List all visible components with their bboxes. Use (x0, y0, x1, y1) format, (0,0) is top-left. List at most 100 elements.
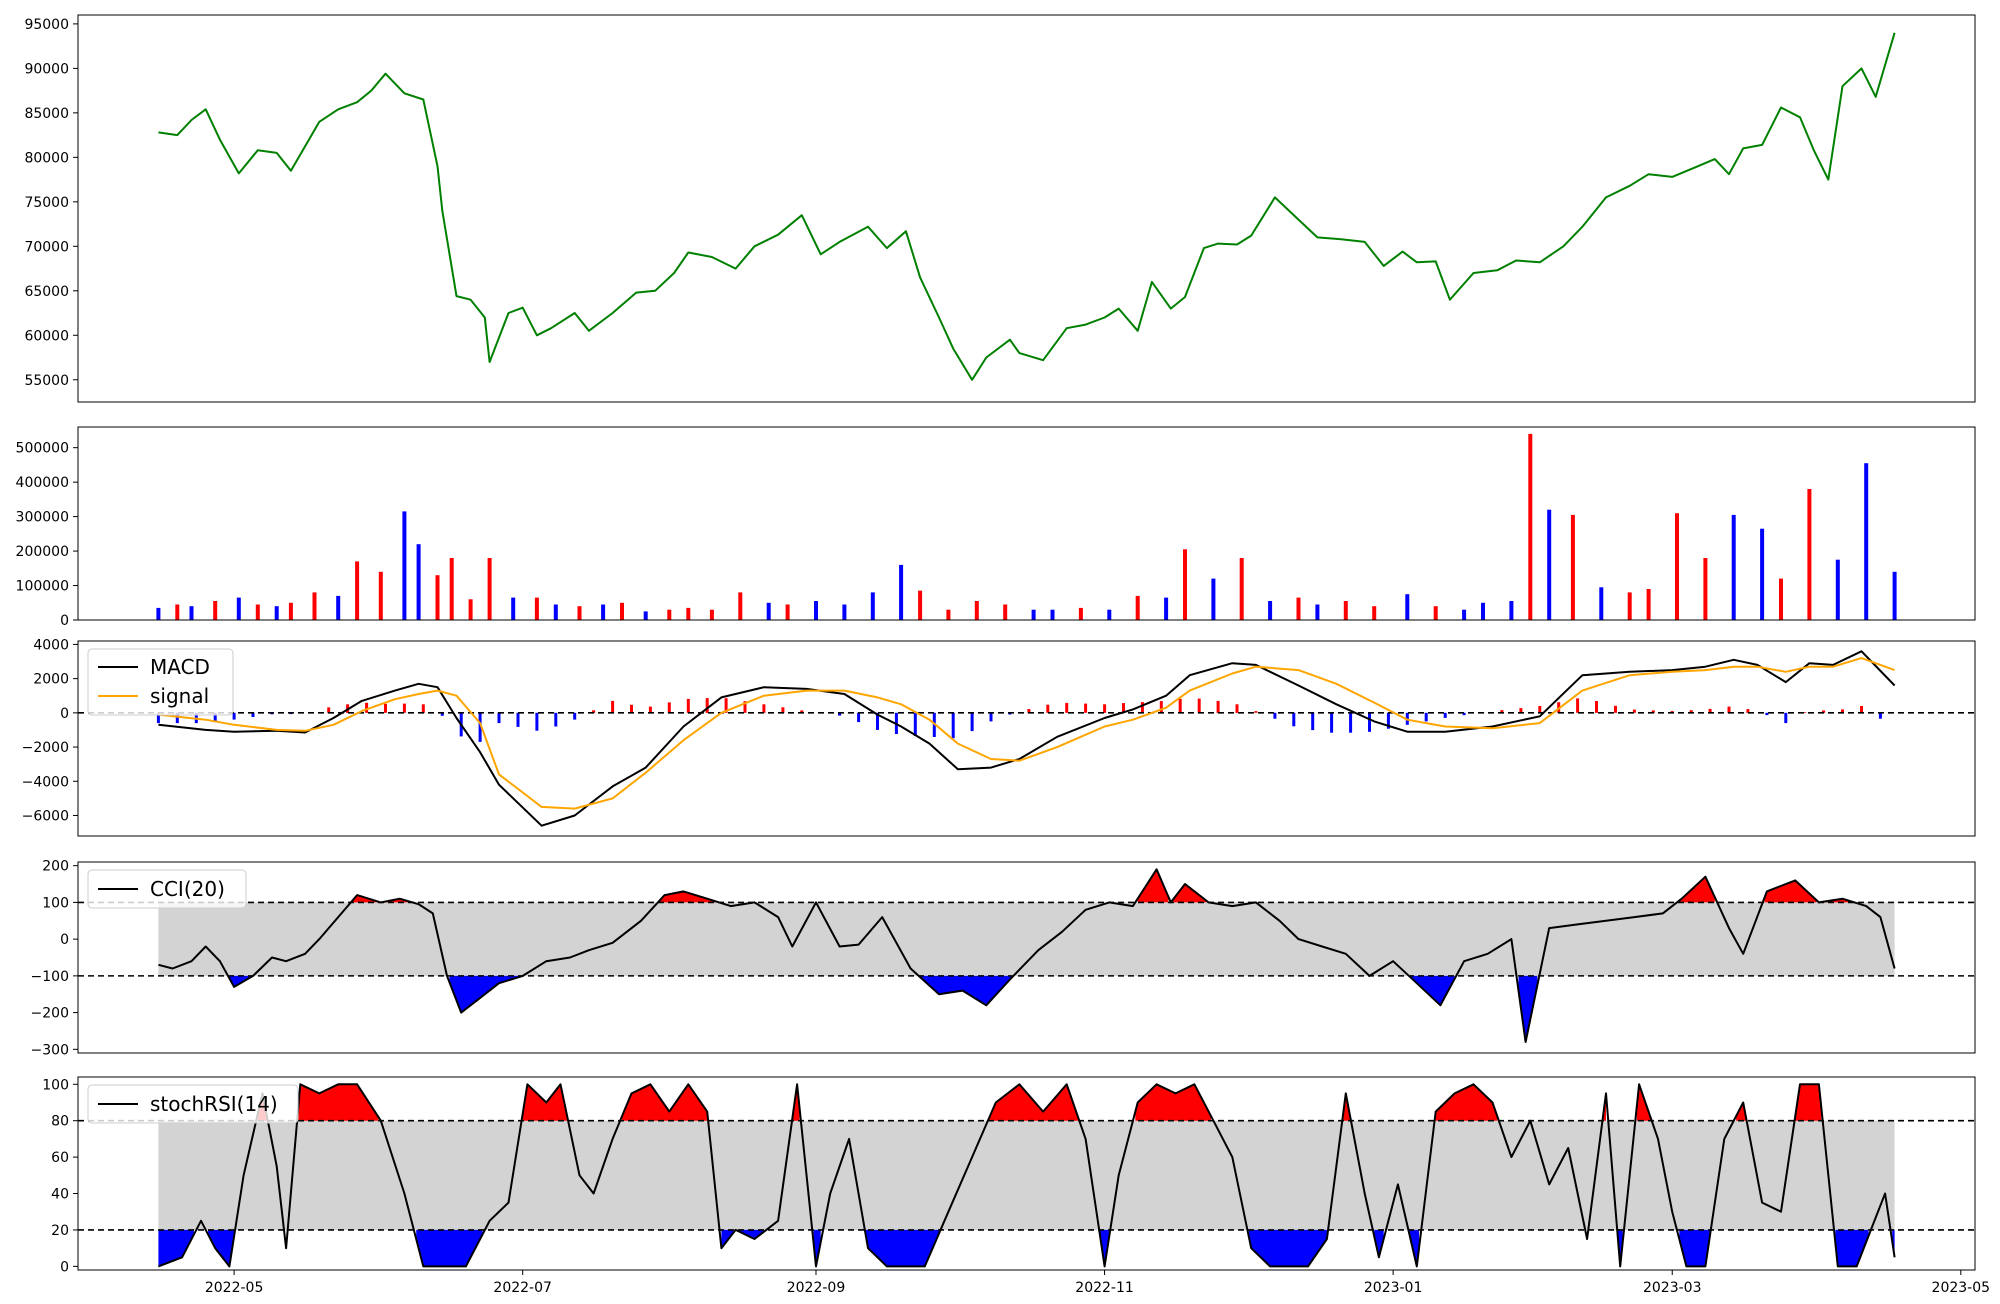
volume-bar-44 (1164, 598, 1168, 620)
volume-bar-60 (1571, 515, 1575, 620)
xtick-label-5: 2023-03 (1643, 1280, 1702, 1296)
volume-bar-5 (256, 605, 260, 621)
volume-bar-36 (946, 610, 950, 620)
volume-bar-43 (1136, 596, 1140, 620)
xtick-label-6: 2023-05 (1932, 1280, 1991, 1296)
cci-ytick-label--100: −100 (31, 969, 69, 985)
volume-bar-33 (871, 592, 875, 620)
volume-bar-53 (1405, 594, 1409, 620)
price-ytick-label-70000: 70000 (24, 239, 69, 255)
volume-bar-13 (417, 544, 421, 620)
xtick-label-0: 2022-05 (205, 1280, 264, 1296)
volume-bar-6 (275, 606, 279, 620)
volume-bar-41 (1079, 608, 1083, 620)
macd-hist-bar-85 (1765, 713, 1768, 715)
cci-ytick-label-200: 200 (42, 859, 69, 875)
macd-hist-bar-24 (611, 701, 614, 713)
macd-hist-bar-11 (365, 703, 368, 713)
volume-bar-39 (1032, 610, 1036, 620)
macd-hist-bar-4 (233, 713, 236, 720)
xtick-label-3: 2022-11 (1075, 1280, 1134, 1296)
macd-hist-bar-60 (1292, 713, 1295, 727)
volume-bar-8 (313, 592, 317, 620)
signal-legend-label: signal (150, 684, 209, 708)
stochrsi-ytick-label-40: 40 (51, 1187, 69, 1203)
volume-bar-71 (1864, 463, 1868, 620)
macd-hist-bar-68 (1444, 713, 1447, 718)
volume-bar-67 (1760, 529, 1764, 620)
macd-hist-bar-37 (857, 713, 860, 722)
volume-ytick-label-0: 0 (60, 613, 69, 629)
macd-hist-bar-32 (762, 704, 765, 713)
price-ytick-label-90000: 90000 (24, 61, 69, 77)
macd-hist-bar-56 (1217, 701, 1220, 713)
volume-bar-0 (156, 608, 160, 620)
macd-hist-bar-52 (1141, 702, 1144, 713)
volume-bar-19 (535, 598, 539, 620)
macd-hist-bar-48 (1065, 703, 1068, 713)
macd-hist-bar-76 (1595, 701, 1598, 713)
macd-ytick-label--2000: −2000 (22, 740, 69, 756)
macd-hist-bar-28 (687, 699, 690, 713)
volume-bar-12 (402, 511, 406, 620)
macd-hist-bar-86 (1784, 713, 1787, 723)
volume-bar-34 (899, 565, 903, 620)
macd-hist-bar-9 (327, 707, 330, 712)
macd-hist-bar-21 (554, 713, 557, 727)
volume-bar-68 (1779, 579, 1783, 620)
macd-hist-bar-73 (1538, 706, 1541, 713)
volume-bar-29 (767, 603, 771, 620)
macd-hist-bar-53 (1160, 701, 1163, 713)
volume-bar-63 (1647, 589, 1651, 620)
volume-bar-21 (578, 606, 582, 620)
volume-bar-61 (1599, 587, 1603, 620)
macd-ytick-label-0: 0 (60, 706, 69, 722)
volume-bar-59 (1547, 510, 1551, 620)
macd-ytick-label--4000: −4000 (22, 774, 69, 790)
xtick-label-2: 2022-09 (787, 1280, 846, 1296)
volume-bar-46 (1211, 579, 1215, 620)
volume-bar-50 (1315, 605, 1319, 621)
stochrsi-legend-label: stochRSI(14) (150, 1092, 278, 1116)
volume-bar-31 (814, 601, 818, 620)
volume-bar-48 (1268, 601, 1272, 620)
macd-hist-bar-62 (1330, 713, 1333, 733)
volume-bar-56 (1481, 603, 1485, 620)
volume-bar-24 (644, 611, 648, 620)
macd-hist-bar-33 (781, 707, 784, 713)
macd-hist-bar-50 (1103, 704, 1106, 713)
volume-ytick-label-100000: 100000 (16, 579, 69, 595)
volume-bar-11 (379, 572, 383, 620)
volume-bar-18 (511, 598, 515, 620)
stochrsi-ytick-label-100: 100 (42, 1077, 69, 1093)
macd-hist-bar-90 (1860, 706, 1863, 713)
volume-bar-26 (686, 608, 690, 620)
volume-bar-17 (488, 558, 492, 620)
price-ytick-label-75000: 75000 (24, 195, 69, 211)
macd-hist-bar-77 (1614, 706, 1617, 713)
price-ytick-label-65000: 65000 (24, 284, 69, 300)
macd-hist-bar-54 (1179, 699, 1182, 713)
macd-hist-bar-44 (990, 713, 993, 722)
macd-hist-bar-91 (1879, 713, 1882, 719)
volume-bar-15 (450, 558, 454, 620)
macd-hist-bar-26 (649, 707, 652, 713)
volume-bar-7 (289, 603, 293, 620)
cci-ytick-label--300: −300 (31, 1042, 69, 1058)
macd-hist-bar-13 (403, 704, 406, 713)
macd-hist-bar-83 (1728, 707, 1731, 713)
price-ytick-label-60000: 60000 (24, 328, 69, 344)
volume-bar-23 (620, 603, 624, 620)
volume-bar-51 (1344, 601, 1348, 620)
xtick-label-4: 2023-01 (1364, 1280, 1423, 1296)
volume-bar-62 (1628, 592, 1632, 620)
macd-hist-bar-61 (1311, 713, 1314, 730)
volume-bar-10 (355, 561, 359, 620)
stochrsi-ytick-label-60: 60 (51, 1150, 69, 1166)
volume-bar-37 (975, 601, 979, 620)
macd-hist-bar-20 (535, 713, 538, 731)
macd-hist-bar-12 (384, 704, 387, 713)
volume-bar-65 (1703, 558, 1707, 620)
macd-hist-bar-18 (498, 713, 501, 723)
